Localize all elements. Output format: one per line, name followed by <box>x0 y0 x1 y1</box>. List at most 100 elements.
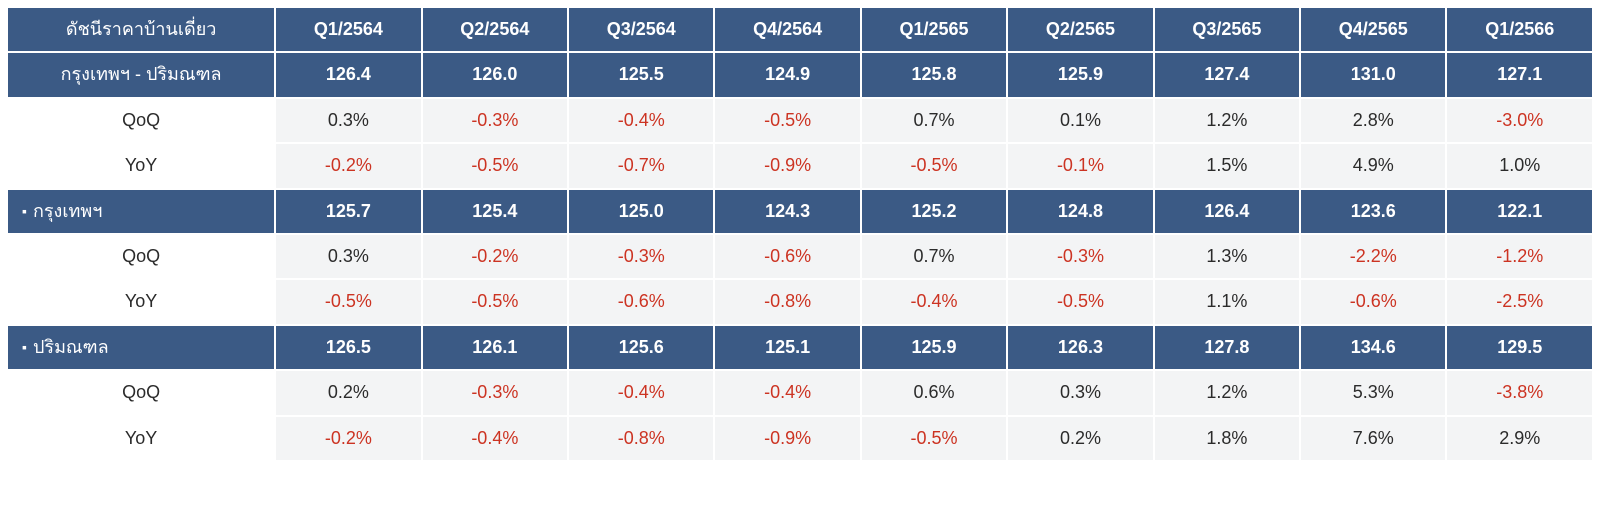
table-body: กรุงเทพฯ - ปริมณฑล126.4126.0125.5124.912… <box>8 53 1592 460</box>
value-cell: 1.3% <box>1155 235 1299 278</box>
value-cell: -0.5% <box>862 417 1006 460</box>
section-label: กรุงเทพฯ - ปริมณฑล <box>8 53 274 96</box>
row-label: YoY <box>8 417 274 460</box>
value-cell: -0.2% <box>276 144 420 187</box>
table-row: QoQ0.3%-0.3%-0.4%-0.5%0.7%0.1%1.2%2.8%-3… <box>8 99 1592 142</box>
column-header: Q4/2565 <box>1301 8 1445 51</box>
value-cell: -0.4% <box>569 99 713 142</box>
index-value: 124.3 <box>715 190 859 233</box>
section-label: ปริมณฑล <box>8 326 274 369</box>
table-row: QoQ0.2%-0.3%-0.4%-0.4%0.6%0.3%1.2%5.3%-3… <box>8 371 1592 414</box>
index-value: 134.6 <box>1301 326 1445 369</box>
value-cell: -0.4% <box>423 417 567 460</box>
value-cell: 2.9% <box>1447 417 1592 460</box>
value-cell: -0.3% <box>569 235 713 278</box>
index-value: 124.8 <box>1008 190 1152 233</box>
value-cell: -2.5% <box>1447 280 1592 323</box>
value-cell: -0.5% <box>276 280 420 323</box>
value-cell: 4.9% <box>1301 144 1445 187</box>
index-value: 129.5 <box>1447 326 1592 369</box>
value-cell: 0.7% <box>862 99 1006 142</box>
index-value: 126.0 <box>423 53 567 96</box>
index-value: 125.9 <box>1008 53 1152 96</box>
value-cell: -0.8% <box>569 417 713 460</box>
index-value: 125.7 <box>276 190 420 233</box>
value-cell: 0.3% <box>276 99 420 142</box>
value-cell: -0.2% <box>276 417 420 460</box>
price-index-table: ดัชนีราคาบ้านเดี่ยว Q1/2564Q2/2564Q3/256… <box>6 6 1594 462</box>
value-cell: -0.6% <box>715 235 859 278</box>
value-cell: -0.3% <box>423 371 567 414</box>
value-cell: 1.1% <box>1155 280 1299 323</box>
index-value: 126.4 <box>276 53 420 96</box>
value-cell: 5.3% <box>1301 371 1445 414</box>
index-value: 125.8 <box>862 53 1006 96</box>
table-row: YoY-0.5%-0.5%-0.6%-0.8%-0.4%-0.5%1.1%-0.… <box>8 280 1592 323</box>
value-cell: 1.8% <box>1155 417 1299 460</box>
value-cell: 0.6% <box>862 371 1006 414</box>
index-value: 125.1 <box>715 326 859 369</box>
value-cell: -0.5% <box>862 144 1006 187</box>
value-cell: -0.5% <box>715 99 859 142</box>
value-cell: 0.3% <box>276 235 420 278</box>
value-cell: -3.8% <box>1447 371 1592 414</box>
table-title-cell: ดัชนีราคาบ้านเดี่ยว <box>8 8 274 51</box>
column-header: Q1/2566 <box>1447 8 1592 51</box>
table-row: QoQ0.3%-0.2%-0.3%-0.6%0.7%-0.3%1.3%-2.2%… <box>8 235 1592 278</box>
index-value: 127.8 <box>1155 326 1299 369</box>
value-cell: -0.3% <box>1008 235 1152 278</box>
row-label: QoQ <box>8 235 274 278</box>
column-header: Q3/2565 <box>1155 8 1299 51</box>
value-cell: 0.3% <box>1008 371 1152 414</box>
value-cell: -3.0% <box>1447 99 1592 142</box>
table-row: YoY-0.2%-0.5%-0.7%-0.9%-0.5%-0.1%1.5%4.9… <box>8 144 1592 187</box>
row-label: QoQ <box>8 99 274 142</box>
value-cell: 0.7% <box>862 235 1006 278</box>
value-cell: 1.2% <box>1155 371 1299 414</box>
value-cell: -0.4% <box>862 280 1006 323</box>
index-value: 127.4 <box>1155 53 1299 96</box>
index-value: 125.6 <box>569 326 713 369</box>
value-cell: -0.5% <box>423 144 567 187</box>
section-row: กรุงเทพฯ125.7125.4125.0124.3125.2124.812… <box>8 190 1592 233</box>
index-value: 122.1 <box>1447 190 1592 233</box>
section-row: กรุงเทพฯ - ปริมณฑล126.4126.0125.5124.912… <box>8 53 1592 96</box>
column-header: Q1/2564 <box>276 8 420 51</box>
value-cell: -0.4% <box>715 371 859 414</box>
index-value: 125.4 <box>423 190 567 233</box>
value-cell: -0.9% <box>715 144 859 187</box>
value-cell: 1.0% <box>1447 144 1592 187</box>
value-cell: -0.3% <box>423 99 567 142</box>
value-cell: 1.5% <box>1155 144 1299 187</box>
row-label: YoY <box>8 144 274 187</box>
value-cell: -0.4% <box>569 371 713 414</box>
value-cell: -0.9% <box>715 417 859 460</box>
index-value: 125.9 <box>862 326 1006 369</box>
value-cell: 7.6% <box>1301 417 1445 460</box>
index-value: 125.5 <box>569 53 713 96</box>
value-cell: 0.1% <box>1008 99 1152 142</box>
index-value: 125.0 <box>569 190 713 233</box>
value-cell: -0.8% <box>715 280 859 323</box>
index-value: 124.9 <box>715 53 859 96</box>
value-cell: -0.5% <box>423 280 567 323</box>
value-cell: -0.6% <box>569 280 713 323</box>
index-value: 131.0 <box>1301 53 1445 96</box>
index-value: 126.4 <box>1155 190 1299 233</box>
column-header: Q1/2565 <box>862 8 1006 51</box>
value-cell: -1.2% <box>1447 235 1592 278</box>
table-header-row: ดัชนีราคาบ้านเดี่ยว Q1/2564Q2/2564Q3/256… <box>8 8 1592 51</box>
value-cell: 2.8% <box>1301 99 1445 142</box>
index-value: 123.6 <box>1301 190 1445 233</box>
section-label: กรุงเทพฯ <box>8 190 274 233</box>
column-header: Q3/2564 <box>569 8 713 51</box>
row-label: QoQ <box>8 371 274 414</box>
value-cell: -2.2% <box>1301 235 1445 278</box>
value-cell: 0.2% <box>1008 417 1152 460</box>
column-header: Q2/2565 <box>1008 8 1152 51</box>
index-value: 126.3 <box>1008 326 1152 369</box>
value-cell: -0.7% <box>569 144 713 187</box>
value-cell: -0.1% <box>1008 144 1152 187</box>
index-value: 125.2 <box>862 190 1006 233</box>
value-cell: -0.2% <box>423 235 567 278</box>
